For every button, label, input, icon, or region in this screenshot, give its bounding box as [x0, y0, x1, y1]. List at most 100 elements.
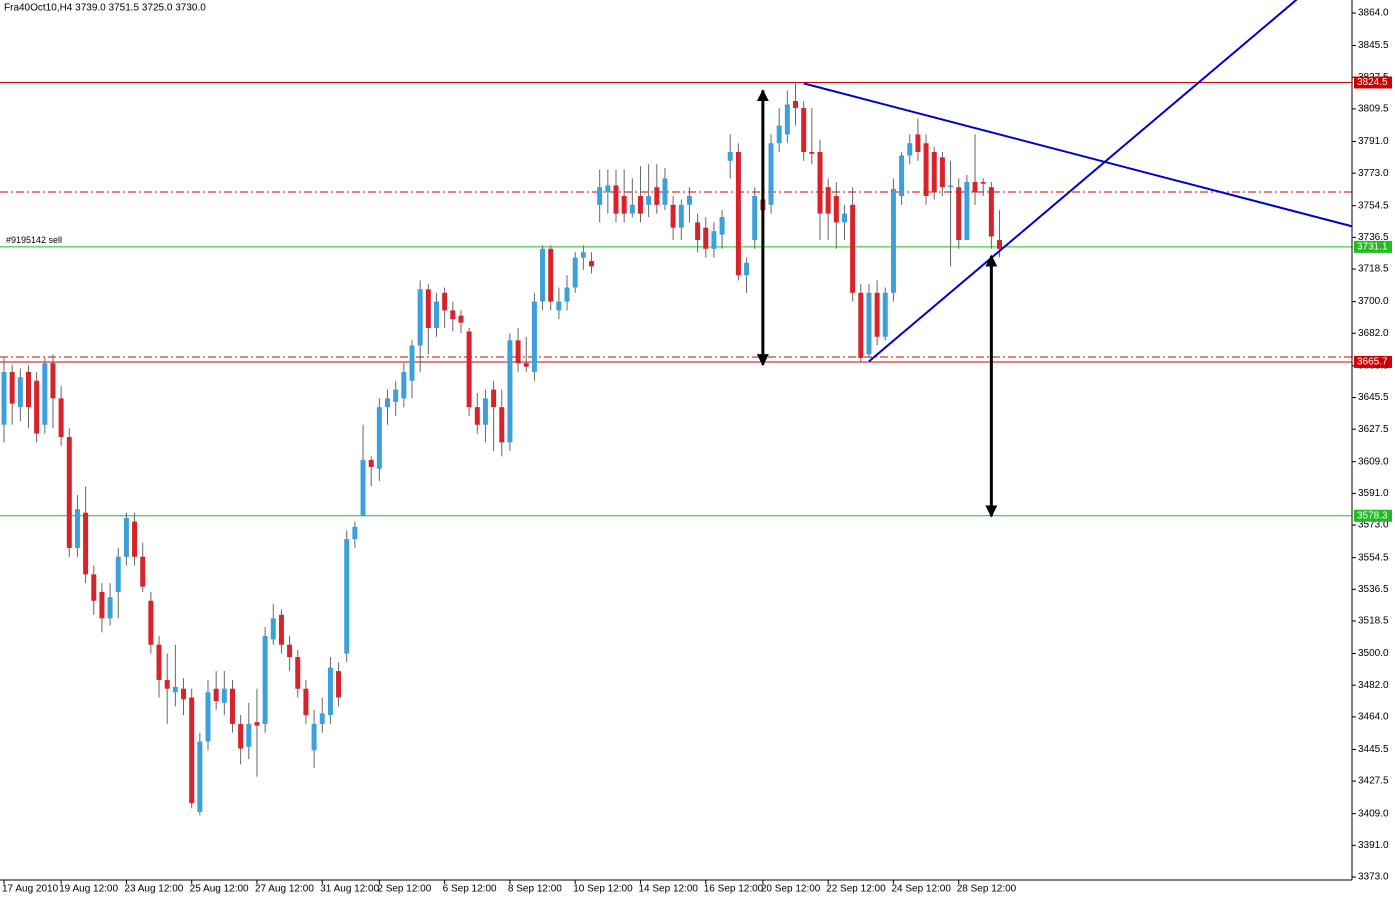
x-tick-label: 23 Aug 12:00: [124, 884, 183, 895]
candle-body: [678, 204, 684, 228]
candle-body: [66, 437, 72, 548]
candle-body: [319, 713, 325, 724]
candle-body: [556, 301, 562, 311]
y-tick-label: 3645.5: [1358, 392, 1389, 403]
candle-body: [703, 227, 709, 249]
level-tag: [1354, 355, 1392, 368]
y-tick-label: 3554.5: [1358, 552, 1389, 563]
candle-body: [336, 671, 342, 698]
y-tick-label: 3809.5: [1358, 104, 1389, 115]
trendline: [803, 82, 1352, 228]
candle-body: [50, 363, 56, 399]
candle-body: [686, 196, 692, 205]
x-tick-label: 6 Sep 12:00: [443, 884, 497, 895]
candle-body: [115, 556, 121, 592]
candle-body: [1, 371, 7, 425]
y-tick-label: 3791.0: [1358, 136, 1389, 147]
level-tag: [1354, 509, 1392, 522]
candle-body: [907, 143, 913, 156]
y-tick-label: 3718.5: [1358, 264, 1389, 275]
candle-body: [229, 688, 235, 724]
candle-body: [801, 108, 807, 153]
candle-body: [580, 252, 586, 258]
candle-body: [531, 301, 537, 372]
candle-body: [997, 239, 1003, 249]
candle-body: [662, 178, 668, 205]
y-tick-label: 3627.5: [1358, 424, 1389, 435]
candle-body: [988, 187, 994, 237]
y-tick-label: 3482.0: [1358, 680, 1389, 691]
x-tick-label: 19 Aug 12:00: [59, 884, 118, 895]
candle-body: [948, 185, 954, 188]
candle-body: [956, 187, 962, 240]
candle-body: [850, 204, 856, 293]
order-label: #9195142 sell: [6, 235, 62, 245]
x-tick-label: 14 Sep 12:00: [638, 884, 698, 895]
candle-body: [548, 248, 554, 302]
x-tick-label: 28 Sep 12:00: [957, 884, 1017, 895]
candle-body: [605, 185, 611, 193]
trendline: [868, 0, 1298, 363]
y-tick-label: 3736.5: [1358, 232, 1389, 243]
candle-body: [866, 292, 872, 355]
y-tick-label: 3573.0: [1358, 520, 1389, 531]
candle-body: [213, 688, 219, 702]
y-tick-label: 3518.5: [1358, 616, 1389, 627]
candle-body: [466, 331, 472, 408]
chart-title: Fra40Oct10,H4 3739.0 3751.5 3725.0 3730.…: [4, 3, 206, 14]
candle-body: [344, 539, 350, 654]
candle-body: [254, 722, 260, 726]
x-tick-label: 31 Aug 12:00: [320, 884, 379, 895]
candle-body: [123, 518, 129, 557]
candle-body: [613, 185, 619, 214]
candle-body: [939, 157, 945, 188]
candle-body: [597, 187, 603, 205]
y-tick-label: 3609.0: [1358, 456, 1389, 467]
candle-body: [752, 196, 758, 240]
candle-body: [132, 521, 138, 557]
y-tick-label: 3500.0: [1358, 648, 1389, 659]
candle-body: [238, 723, 244, 749]
y-tick-label: 3700.0: [1358, 296, 1389, 307]
candle-body: [874, 292, 880, 337]
candle-body: [221, 688, 227, 703]
candle-body: [17, 377, 23, 408]
candle-body: [744, 262, 750, 276]
candle-body: [474, 407, 480, 425]
candle-body: [882, 292, 888, 337]
candle-body: [695, 222, 701, 240]
candle-body: [393, 389, 399, 402]
x-tick-label: 25 Aug 12:00: [190, 884, 249, 895]
candle-body: [287, 644, 293, 658]
candle-body: [25, 371, 31, 408]
candle-body: [735, 152, 741, 276]
candle-body: [278, 614, 284, 645]
candle-body: [817, 152, 823, 214]
level-label: 3731.1: [1357, 242, 1388, 253]
x-tick-label: 10 Sep 12:00: [573, 884, 633, 895]
candle-body: [727, 152, 733, 161]
candle-body: [793, 100, 799, 109]
candle-body: [572, 257, 578, 288]
candle-body: [629, 204, 635, 214]
candle-body: [433, 301, 439, 328]
candle-body: [654, 187, 660, 205]
candle-body: [83, 512, 89, 575]
candle-body: [833, 196, 839, 223]
candle-body: [140, 556, 146, 587]
x-tick-label: 16 Sep 12:00: [704, 884, 764, 895]
candle-body: [295, 657, 301, 689]
y-tick-label: 3754.5: [1358, 200, 1389, 211]
candle-body: [181, 688, 187, 700]
candle-body: [9, 371, 15, 404]
y-tick-label: 3391.0: [1358, 840, 1389, 851]
candle-body: [74, 509, 80, 548]
x-tick-label: 22 Sep 12:00: [826, 884, 886, 895]
plot-area: [0, 0, 1352, 816]
y-tick-label: 3373.0: [1358, 872, 1389, 883]
candle-body: [368, 459, 374, 467]
candle-body: [711, 231, 717, 249]
candle-body: [670, 204, 676, 228]
candle-body: [482, 398, 488, 425]
candle-body: [352, 526, 358, 540]
